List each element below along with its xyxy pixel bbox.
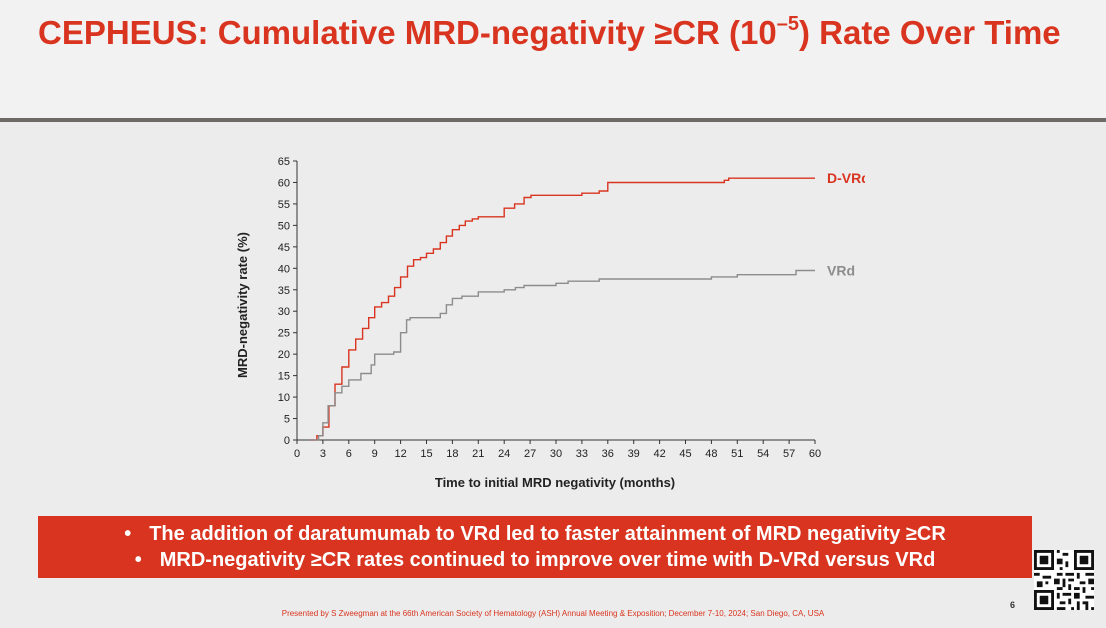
y-tick-label: 10 bbox=[278, 392, 290, 404]
y-tick-label: 50 bbox=[278, 220, 290, 232]
x-tick-label: 48 bbox=[705, 448, 717, 460]
legend-label-d-vrd: D-VRd bbox=[827, 170, 865, 186]
x-tick-label: 54 bbox=[757, 448, 769, 460]
x-tick-label: 30 bbox=[550, 448, 562, 460]
x-tick-label: 27 bbox=[524, 448, 536, 460]
series: D-VRd VRd bbox=[310, 170, 865, 441]
y-axis-label: MRD-negativity rate (%) bbox=[235, 232, 250, 378]
x-tick-label: 18 bbox=[446, 448, 458, 460]
bullet-item: • MRD-negativity ≥CR rates continued to i… bbox=[134, 549, 936, 571]
y-tick-label: 0 bbox=[284, 435, 290, 447]
y-tick-label: 60 bbox=[278, 177, 290, 189]
y-tick-label: 5 bbox=[284, 414, 290, 426]
x-tick-label: 9 bbox=[372, 448, 378, 460]
axes bbox=[296, 161, 815, 441]
y-ticks: 0 5 10 15 20 25 30 35 40 45 50 55 60 65 bbox=[278, 156, 297, 447]
x-axis-label: Time to initial MRD negativity (months) bbox=[435, 475, 675, 490]
y-tick-label: 20 bbox=[278, 349, 290, 361]
x-tick-label: 24 bbox=[498, 448, 510, 460]
x-tick-label: 60 bbox=[809, 448, 821, 460]
title-end-text: ) Rate Over Time bbox=[798, 14, 1061, 51]
y-tick-label: 15 bbox=[278, 371, 290, 383]
legend-label-vrd: VRd bbox=[827, 262, 855, 278]
title-main-text: CEPHEUS: Cumulative MRD-negativity ≥CR (… bbox=[38, 14, 777, 51]
y-tick-label: 40 bbox=[278, 263, 290, 275]
y-tick-label: 65 bbox=[278, 156, 290, 168]
x-tick-label: 51 bbox=[731, 448, 743, 460]
page-number: 6 bbox=[1010, 600, 1016, 610]
series-line-vrd bbox=[310, 269, 815, 441]
x-tick-label: 21 bbox=[472, 448, 484, 460]
y-tick-label: 25 bbox=[278, 328, 290, 340]
bullet-item: • The addition of daratumumab to VRd led … bbox=[124, 523, 946, 545]
x-tick-label: 57 bbox=[783, 448, 795, 460]
x-tick-label: 12 bbox=[394, 448, 406, 460]
series-line-d-vrd bbox=[310, 177, 815, 441]
y-tick-label: 45 bbox=[278, 242, 290, 254]
x-tick-label: 42 bbox=[653, 448, 665, 460]
bullet-text: MRD-negativity ≥CR rates continued to im… bbox=[159, 549, 936, 571]
x-tick-label: 36 bbox=[602, 448, 614, 460]
title-superscript: –5 bbox=[776, 13, 799, 35]
y-tick-label: 55 bbox=[278, 199, 290, 211]
slide-header: CEPHEUS: Cumulative MRD-negativity ≥CR (… bbox=[0, 0, 1106, 122]
qr-code-icon bbox=[1034, 550, 1094, 610]
bullet-text: The addition of daratumumab to VRd led t… bbox=[149, 523, 946, 545]
key-findings-box: • The addition of daratumumab to VRd led … bbox=[38, 516, 1032, 578]
y-tick-label: 30 bbox=[278, 306, 290, 318]
x-tick-label: 33 bbox=[576, 448, 588, 460]
x-ticks: 0 3 6 9 12 15 18 21 24 27 30 33 36 39 42 45 48 51 54 57 60 bbox=[294, 440, 821, 460]
x-tick-label: 39 bbox=[628, 448, 640, 460]
slide-title: CEPHEUS: Cumulative MRD-negativity ≥CR (… bbox=[38, 12, 1078, 53]
x-tick-label: 3 bbox=[320, 448, 326, 460]
x-tick-label: 45 bbox=[679, 448, 691, 460]
x-tick-label: 6 bbox=[346, 448, 352, 460]
y-tick-label: 35 bbox=[278, 285, 290, 297]
presentation-footer: Presented by S Zweegman at the 66th Amer… bbox=[281, 609, 825, 618]
x-tick-label: 15 bbox=[420, 448, 432, 460]
x-tick-label: 0 bbox=[294, 448, 300, 460]
